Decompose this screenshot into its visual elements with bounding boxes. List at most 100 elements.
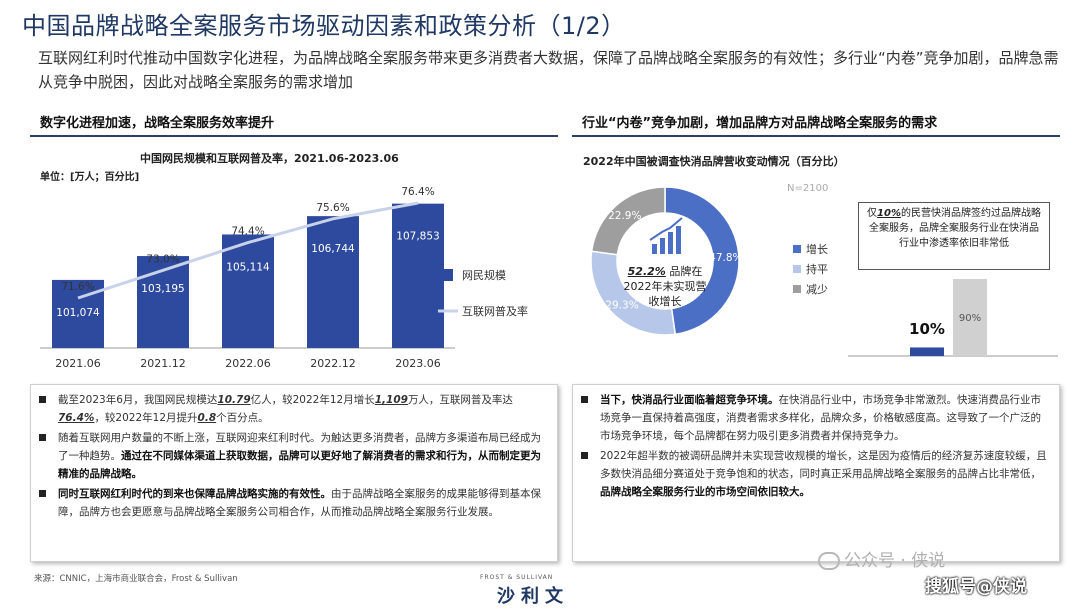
icon-bar xyxy=(660,238,665,254)
line-internet-rate xyxy=(77,201,419,300)
pie-slice-label: 47.8% xyxy=(709,252,742,264)
bullet-square-icon xyxy=(581,396,588,403)
bullet-square-icon xyxy=(581,452,588,459)
bullet-text: 2022年超半数的被调研品牌并未实现营收规模的增长，这是因为疫情后的经济复苏速度… xyxy=(600,447,1049,501)
legend-label: 持平 xyxy=(806,262,828,276)
bullet-text-run: 个百分点。 xyxy=(216,412,269,424)
rate-value-label: 76.4% xyxy=(401,186,434,198)
bullet-text-run: 截至2023年6月，我国网民规模达 xyxy=(58,394,218,406)
bullet-text-run: 2022年超半数的被调研品牌并未实现营收规模的增长，这是因为疫情后的经济复苏速度… xyxy=(600,450,1047,480)
x-tick-label: 2022.12 xyxy=(310,357,356,370)
legend-label-rate: 互联网普及率 xyxy=(462,304,528,318)
bullet-text-run: 由于品牌战略全案服务的成果能够得到基本保障，品牌方也会更愿意与品牌战略全案服务公… xyxy=(58,488,541,518)
sullivan-logo: 沙利文 xyxy=(497,586,569,607)
bullet-text-run: 0.8 xyxy=(197,412,217,424)
bullet-text: 同时互联网红利时代的到来也保障品牌战略实施的有效性。由于品牌战略全案服务的成果能… xyxy=(58,485,547,521)
bar-chart-unit: 单位：[万人；百分比] xyxy=(40,172,140,183)
page-title: 中国品牌战略全案服务市场驱动因素和政策分析（1/2） xyxy=(22,12,626,40)
pie-slice xyxy=(590,186,666,256)
icon-bar xyxy=(652,244,657,254)
rate-value-label: 73.0% xyxy=(146,253,179,265)
bullet-text: 随着互联网用户数量的不断上涨，互联网迎来红利时代。为触达更多消费者，品牌方多渠道… xyxy=(58,429,547,483)
bar-netizens xyxy=(222,234,274,348)
bar-netizens xyxy=(392,203,444,348)
right-section-heading: 行业“内卷”竞争加剧，增加品牌方对品牌战略全案服务的需求 xyxy=(582,116,938,131)
legend-label: 减少 xyxy=(806,283,828,296)
bullet-square-icon xyxy=(39,396,46,403)
icon-bar xyxy=(668,232,673,254)
bullet-square-icon xyxy=(39,490,46,497)
bullet-text: 当下，快消品行业面临着超竞争环境。在快消品行业中，市场竞争非常激烈。快速消费品行… xyxy=(600,391,1049,445)
bullet-text-run: 万人，互联网普及率达 xyxy=(407,394,513,406)
rate-value-label: 74.4% xyxy=(231,226,264,238)
growth-chart-icon xyxy=(649,217,683,254)
mini-bar-signed xyxy=(910,347,944,356)
wechat-watermark: 公众号 · 侠说 xyxy=(818,546,945,571)
x-tick-label: 2023.06 xyxy=(395,357,441,370)
frost-sullivan-logo-text: FROST & SULLIVAN xyxy=(480,574,554,581)
bullet-text-run: 76.4% xyxy=(58,412,95,424)
bar-value-label: 101,074 xyxy=(56,307,100,319)
netizen-bar-chart: 101,074 2021.06 71.6% 103,195 2021.12 73.0% 10… xyxy=(40,186,528,370)
legend-label: 增长 xyxy=(806,242,828,256)
rate-value-label: 71.6% xyxy=(61,281,94,293)
pie-slice-label: 29.3% xyxy=(605,299,638,311)
bullet-text-run: 品牌战略全案服务行业的市场空间依旧较大。 xyxy=(600,486,810,498)
pie-slice xyxy=(664,186,740,336)
legend-swatch xyxy=(793,285,801,293)
bar-value-label: 106,744 xyxy=(311,243,355,255)
left-section-heading: 数字化进程加速，战略全案服务效率提升 xyxy=(40,116,275,131)
bullet-item: 当下，快消品行业面临着超竞争环境。在快消品行业中，市场竞争非常激烈。快速消费品行… xyxy=(581,391,1049,445)
left-section-divider xyxy=(30,135,558,137)
pie-slice-label: 22.9% xyxy=(608,210,641,222)
bullet-text-run: ，较2022年12月提升 xyxy=(94,412,198,424)
bullet-text-run: 10.79 xyxy=(217,394,251,406)
legend-swatch xyxy=(793,245,801,253)
bullet-text-run: 1,109 xyxy=(374,394,408,406)
bullet-text-run: 亿人，较2022年12月增长 xyxy=(250,394,375,406)
bullet-text-run: 同时互联网红利时代的到来也保障品牌战略实施的有效性。 xyxy=(58,488,331,500)
bullet-item: 随着互联网用户数量的不断上涨，互联网迎来红利时代。为触达更多消费者，品牌方多渠道… xyxy=(39,429,547,483)
callout-pct: 10% xyxy=(877,208,901,219)
icon-bar xyxy=(676,226,681,254)
right-bullet-panel: 当下，快消品行业面临着超竞争环境。在快消品行业中，市场竞争非常激烈。快速消费品行… xyxy=(572,384,1060,562)
x-tick-label: 2022.06 xyxy=(225,357,271,370)
pie-center-caption: 品牌在2022年未实现营收增长 xyxy=(623,265,707,308)
bar-value-label: 103,195 xyxy=(141,283,184,295)
intro-paragraph: 互联网红利时代推动中国数字化进程，为品牌战略全案服务带来更多消费者大数据，保障了… xyxy=(38,49,1059,91)
penetration-callout: 仅10%的民营快消品牌签约过品牌战略全案服务，品牌全案服务行业在快消品行业中渗透… xyxy=(858,202,1050,270)
legend-swatch-netizens xyxy=(443,269,453,281)
pie-center-text: 52.2% 品牌在2022年未实现营收增长 xyxy=(620,264,710,309)
mini-bar-unsigned xyxy=(953,279,987,356)
bullet-item: 截至2023年6月，我国网民规模达10.79亿人，较2022年12月增长1,10… xyxy=(39,391,547,427)
bullet-square-icon xyxy=(39,434,46,441)
icon-trend-line xyxy=(649,217,683,241)
wechat-icon xyxy=(818,552,840,570)
x-tick-label: 2021.06 xyxy=(55,357,101,370)
bullet-item: 同时互联网红利时代的到来也保障品牌战略实施的有效性。由于品牌战略全案服务的成果能… xyxy=(39,485,547,521)
bar-value-label: 105,114 xyxy=(226,261,270,273)
mini-bar-label: 90% xyxy=(959,313,981,324)
bullet-text-run: 在快消品行业中，市场竞争非常激烈。快速消费品行业市场竞争一直保持着高强度，消费者… xyxy=(600,394,1041,442)
bar-chart-title: 中国网民规模和互联网普及率，2021.06-2023.06 xyxy=(140,152,399,165)
callout-prefix: 仅 xyxy=(867,208,878,219)
bullet-text-run: 当下，快消品行业面临着超竞争环境。 xyxy=(600,394,779,406)
legend-swatch xyxy=(793,265,801,273)
bar-value-label: 107,853 xyxy=(396,231,439,243)
right-section-divider xyxy=(572,135,1060,137)
rate-value-label: 75.6% xyxy=(316,202,349,214)
source-note: 来源：CNNIC，上海市商业联合会，Frost & Sullivan xyxy=(34,574,238,584)
callout-text: 的民营快消品牌签约过品牌战略全案服务，品牌全案服务行业在快消品行业中渗透率依旧非… xyxy=(869,208,1041,249)
x-tick-label: 2021.12 xyxy=(140,357,186,370)
bullet-text: 截至2023年6月，我国网民规模达10.79亿人，较2022年12月增长1,10… xyxy=(58,391,547,427)
mini-bar-label: 10% xyxy=(909,320,945,338)
pie-center-pct: 52.2% xyxy=(627,265,666,278)
bar-netizens xyxy=(307,216,359,348)
bullet-text-run: 通过在不同媒体渠道上获取数据，品牌可以更好地了解消费者的需求和行为，从而制定更为… xyxy=(58,450,541,480)
legend-label-netizens: 网民规模 xyxy=(462,268,506,282)
sohu-watermark: 搜狐号@侠说 xyxy=(925,577,1027,597)
pie-chart-title: 2022年中国被调查快消品牌营收变动情况（百分比） xyxy=(583,155,845,168)
sample-size-label: N=2100 xyxy=(787,183,829,194)
bullet-text-run: 随着互联网用户数量的不断上涨，互联网迎来红利时代。为触达更多消费者，品牌方多渠道… xyxy=(58,432,541,462)
